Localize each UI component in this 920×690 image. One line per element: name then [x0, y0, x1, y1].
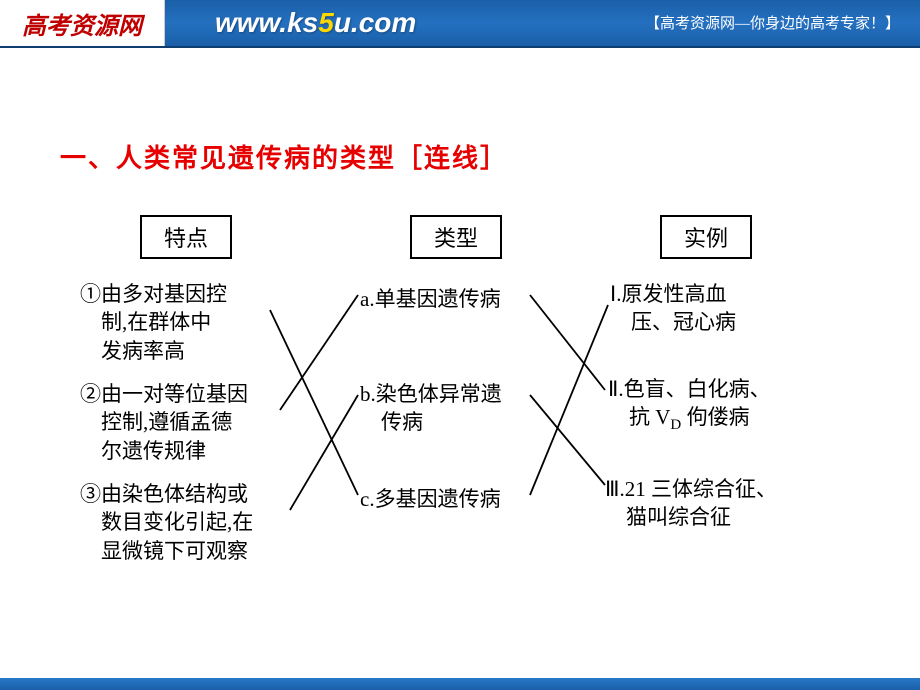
slogan-text: 【高考资源网—你身边的高考专家！】 — [645, 12, 900, 33]
feature-item-1: ①由多对基因控 制,在群体中 发病率高 — [80, 280, 227, 365]
footer-bar — [0, 678, 920, 690]
feature-item-2: ②由一对等位基因 控制,遵循孟德 尔遗传规律 — [80, 380, 248, 465]
type-item-b: b.染色体异常遗 传病 — [360, 380, 502, 437]
logo-text: 高考资源网 — [22, 6, 142, 41]
type-item-a: a.单基因遗传病 — [360, 285, 501, 313]
type-item-c: c.多基因遗传病 — [360, 485, 501, 513]
page-header: 高考资源网 www.ks5u.com 【高考资源网—你身边的高考专家！】 — [0, 0, 920, 48]
column-header-features: 特点 — [140, 215, 232, 259]
url-suffix: u.com — [334, 7, 416, 38]
example-item-2: Ⅱ.色盲、白化病、 抗 VD 佝偻病 — [608, 375, 771, 436]
column-header-types: 类型 — [410, 215, 502, 259]
content-area: 一、人类常见遗传病的类型［连线］ 特点 类型 实例 ①由多对基因控 制,在群体中… — [0, 48, 920, 625]
site-url: www.ks5u.com — [215, 7, 416, 39]
section-title: 一、人类常见遗传病的类型［连线］ — [60, 138, 870, 175]
example-item-3: Ⅲ.21 三体综合征、 猫叫综合征 — [605, 475, 777, 532]
example-item-1: Ⅰ.原发性高血 压、冠心病 — [610, 280, 736, 337]
logo-area: 高考资源网 — [0, 0, 165, 46]
column-header-examples: 实例 — [660, 215, 752, 259]
url-highlight: 5 — [318, 7, 334, 38]
url-prefix: www.ks — [215, 7, 318, 38]
matching-diagram: 特点 类型 实例 ①由多对基因控 制,在群体中 发病率高 ②由一对等位基因 控制… — [80, 215, 880, 595]
feature-item-3: ③由染色体结构或 数目变化引起,在 显微镜下可观察 — [80, 480, 253, 565]
